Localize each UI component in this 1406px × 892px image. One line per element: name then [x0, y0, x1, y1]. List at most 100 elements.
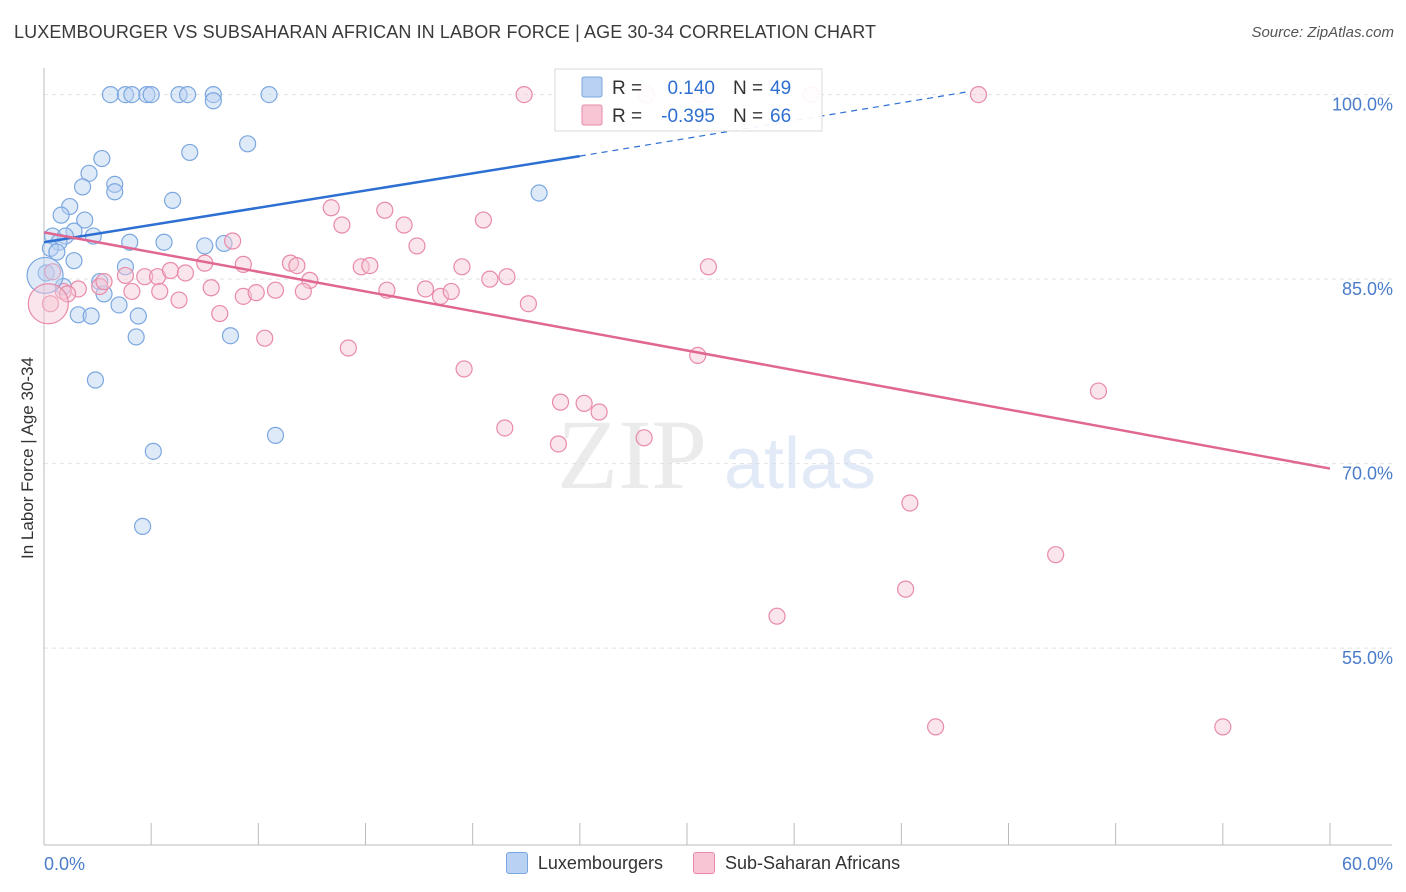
point-subsaharan-africans[interactable]	[376, 201, 394, 219]
point-subsaharan-africans[interactable]	[416, 280, 435, 298]
point-subsaharan-africans[interactable]	[294, 282, 312, 301]
point-subsaharan-africans[interactable]	[901, 494, 919, 512]
point-luxembourgers[interactable]	[101, 86, 120, 104]
point-subsaharan-africans[interactable]	[339, 339, 357, 357]
point-subsaharan-africans[interactable]	[170, 291, 188, 309]
point-subsaharan-africans[interactable]	[551, 393, 570, 411]
point-luxembourgers[interactable]	[116, 86, 135, 104]
point-luxembourgers[interactable]	[93, 149, 111, 168]
point-subsaharan-africans[interactable]	[224, 232, 242, 250]
point-luxembourgers[interactable]	[129, 307, 147, 325]
point-subsaharan-africans[interactable]	[202, 279, 220, 297]
point-luxembourgers[interactable]	[239, 135, 257, 153]
point-subsaharan-africans[interactable]	[635, 429, 653, 447]
point-subsaharan-africans[interactable]	[288, 256, 306, 275]
legend-item-subsaharan-africans[interactable]: Sub-Saharan Africans	[692, 852, 900, 874]
point-subsaharan-africans[interactable]	[455, 360, 473, 378]
point-subsaharan-africans[interactable]	[352, 258, 370, 276]
point-subsaharan-africans[interactable]	[897, 580, 915, 598]
point-subsaharan-africans[interactable]	[41, 295, 60, 313]
point-luxembourgers[interactable]	[164, 191, 182, 209]
point-subsaharan-africans[interactable]	[161, 261, 180, 280]
point-subsaharan-africans[interactable]	[474, 211, 492, 229]
point-luxembourgers[interactable]	[73, 178, 92, 196]
stats-box: R = 0.140 N = 49 R = -0.395 N = 66	[554, 68, 823, 132]
point-luxembourgers[interactable]	[106, 175, 124, 194]
point-luxembourgers[interactable]	[48, 243, 66, 261]
point-subsaharan-africans[interactable]	[95, 272, 113, 291]
point-luxembourgers[interactable]	[65, 252, 83, 270]
point-luxembourgers[interactable]	[116, 258, 135, 276]
point-subsaharan-africans[interactable]	[442, 282, 460, 301]
point-subsaharan-africans[interactable]	[496, 419, 514, 437]
point-subsaharan-africans[interactable]	[699, 258, 718, 276]
point-subsaharan-africans[interactable]	[266, 281, 285, 299]
point-subsaharan-africans[interactable]	[549, 435, 568, 453]
point-luxembourgers[interactable]	[196, 237, 214, 255]
point-luxembourgers[interactable]	[123, 86, 141, 104]
point-subsaharan-africans[interactable]	[689, 346, 707, 364]
point-subsaharan-africans[interactable]	[969, 86, 988, 104]
point-subsaharan-africans[interactable]	[453, 258, 471, 276]
point-luxembourgers[interactable]	[106, 183, 124, 201]
point-luxembourgers[interactable]	[530, 184, 548, 202]
point-subsaharan-africans[interactable]	[151, 282, 169, 301]
trend-lines	[43, 91, 1331, 470]
point-luxembourgers[interactable]	[142, 86, 160, 104]
legend-item-luxembourgers[interactable]: Luxembourgers	[505, 852, 663, 874]
point-subsaharan-africans[interactable]	[515, 86, 533, 104]
point-subsaharan-africans[interactable]	[123, 282, 141, 301]
point-subsaharan-africans[interactable]	[927, 718, 945, 736]
point-luxembourgers[interactable]	[221, 327, 240, 345]
point-luxembourgers[interactable]	[86, 371, 105, 389]
point-subsaharan-africans[interactable]	[256, 329, 274, 347]
point-luxembourgers[interactable]	[260, 86, 278, 104]
point-subsaharan-africans[interactable]	[590, 403, 608, 421]
y-tick-label: 85.0%	[1342, 279, 1393, 299]
point-luxembourgers[interactable]	[110, 296, 128, 314]
point-subsaharan-africans[interactable]	[498, 268, 516, 286]
point-luxembourgers[interactable]	[82, 307, 100, 325]
stats-n-label-subsaharan-africans: N =	[733, 106, 763, 127]
point-luxembourgers[interactable]	[266, 426, 285, 444]
point-subsaharan-africans[interactable]	[43, 263, 62, 281]
point-luxembourgers[interactable]	[127, 328, 145, 346]
point-subsaharan-africans[interactable]	[234, 287, 252, 305]
point-subsaharan-africans[interactable]	[395, 216, 413, 234]
point-luxembourgers[interactable]	[155, 233, 173, 251]
point-subsaharan-africans[interactable]	[361, 256, 379, 275]
point-subsaharan-africans[interactable]	[1214, 718, 1232, 736]
point-subsaharan-africans[interactable]	[575, 394, 593, 412]
point-luxembourgers[interactable]	[204, 92, 222, 110]
tick-labels: 100.0% 85.0% 70.0% 55.0% 0.0% 60.0%	[44, 95, 1393, 874]
point-subsaharan-africans[interactable]	[322, 199, 340, 217]
point-subsaharan-africans[interactable]	[247, 284, 265, 302]
point-luxembourgers[interactable]	[37, 264, 55, 282]
point-subsaharan-africans[interactable]	[136, 268, 154, 286]
point-subsaharan-africans[interactable]	[408, 237, 426, 255]
point-luxembourgers[interactable]	[138, 86, 156, 104]
watermark-zip: ZIP	[557, 399, 707, 510]
point-subsaharan-africans[interactable]	[1047, 546, 1065, 564]
point-subsaharan-africans-large[interactable]	[27, 283, 69, 325]
point-subsaharan-africans[interactable]	[768, 607, 786, 625]
chart-title: LUXEMBOURGER VS SUBSAHARAN AFRICAN IN LA…	[14, 22, 877, 42]
point-luxembourgers[interactable]	[133, 517, 152, 535]
point-subsaharan-africans[interactable]	[481, 270, 499, 288]
point-luxembourgers[interactable]	[76, 211, 94, 229]
point-luxembourgers[interactable]	[144, 442, 162, 460]
point-subsaharan-africans[interactable]	[1089, 382, 1108, 400]
stats-swatch-luxembourgers	[581, 76, 603, 98]
point-subsaharan-africans[interactable]	[333, 216, 351, 234]
point-luxembourgers[interactable]	[179, 86, 197, 104]
point-subsaharan-africans[interactable]	[176, 264, 195, 282]
point-luxembourgers[interactable]	[204, 86, 222, 104]
stats-n-value-subsaharan-africans: 66	[770, 106, 791, 127]
point-subsaharan-africans[interactable]	[58, 285, 77, 303]
point-subsaharan-africans[interactable]	[211, 304, 229, 323]
point-luxembourgers[interactable]	[69, 306, 87, 324]
point-subsaharan-africans[interactable]	[519, 295, 537, 313]
point-subsaharan-africans[interactable]	[116, 266, 135, 285]
point-luxembourgers[interactable]	[52, 206, 70, 224]
point-luxembourgers[interactable]	[181, 143, 199, 162]
